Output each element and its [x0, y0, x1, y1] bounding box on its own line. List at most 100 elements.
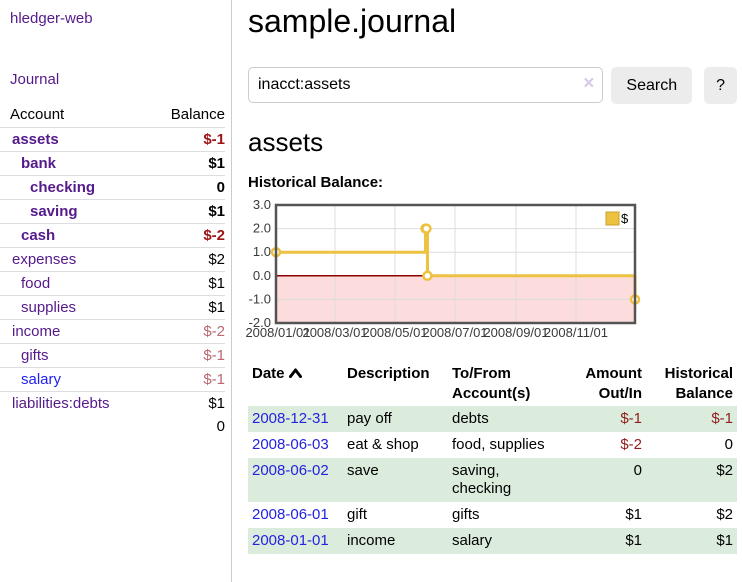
sidebar-account-link[interactable]: expenses [12, 251, 77, 268]
chart-section-label: Historical Balance: [248, 174, 384, 191]
svg-text:-1.0: -1.0 [249, 291, 271, 306]
register-table: Date Description To/From Account(s) Amou… [248, 362, 737, 554]
register-account-name: debts [452, 410, 489, 427]
date-column-header[interactable]: Date [248, 362, 343, 406]
sidebar-item-journal[interactable]: Journal [10, 71, 60, 88]
svg-text:3.0: 3.0 [253, 200, 271, 212]
register-account-name: supplies [489, 436, 545, 453]
register-date-cell: 2008-06-02 [248, 458, 343, 502]
register-balance-cell: 0 [724, 436, 733, 453]
sidebar-account-name-cell: salary [0, 367, 151, 392]
sidebar-account-row: expenses $2 [0, 247, 225, 272]
sidebar-account-name-cell: assets [0, 128, 151, 152]
sidebar-account-balance: $1 [150, 271, 225, 296]
sidebar-account-name-cell: bank [0, 151, 151, 176]
svg-text:-2.0: -2.0 [249, 315, 271, 330]
register-description-cell: pay off [343, 406, 448, 432]
sidebar-account-row: bank $1 [0, 151, 225, 176]
sidebar-account-link[interactable]: assets [12, 131, 59, 148]
sidebar: hledger-web Journal Account Balance asse… [0, 0, 232, 582]
sidebar-account-link[interactable]: food [21, 275, 51, 292]
sidebar-account-name-cell: food [0, 271, 151, 296]
sidebar-account-balance: $1 [150, 151, 225, 176]
balance-column-header-register[interactable]: Historical Balance [664, 365, 733, 402]
sidebar-account-link[interactable]: checking [30, 179, 96, 196]
amount-column-header[interactable]: Amount Out/In [585, 365, 642, 402]
sidebar-total-row: 0 [0, 415, 225, 438]
register-accounts-cell: gifts [448, 502, 560, 528]
total-balance: 0 [216, 418, 225, 435]
register-date-cell: 2008-06-01 [248, 502, 343, 528]
register-amount-cell: 0 [560, 458, 646, 502]
transaction-date-link[interactable]: 2008-06-01 [252, 506, 329, 523]
register-accounts-cell: salary [448, 528, 560, 554]
help-button[interactable]: ? [704, 67, 737, 104]
sidebar-account-balance: $-1 [150, 343, 225, 368]
search-button[interactable]: Search [611, 67, 693, 104]
register-balance-cell: $2 [646, 458, 737, 502]
sidebar-accounts-table: Account Balance assets $-1 bank $1 checking 0… [0, 102, 225, 438]
register-row: 2008-06-01 gift gifts $1 $2 [248, 502, 737, 528]
sidebar-account-balance: $2 [150, 247, 225, 272]
sidebar-account-name-cell: gifts [0, 343, 151, 368]
sidebar-account-row: saving $1 [0, 199, 225, 224]
sidebar-account-row: income $-2 [0, 319, 225, 344]
sidebar-account-balance: $-2 [150, 223, 225, 248]
svg-text:2008/05/01: 2008/05/01 [362, 325, 427, 340]
register-accounts-cell: food, supplies [448, 432, 560, 458]
register-description-cell: eat & shop [347, 436, 419, 453]
sidebar-account-name-cell: checking [0, 175, 151, 200]
sidebar-account-balance: $1 [150, 199, 225, 224]
register-accounts-cell: debts [448, 406, 560, 432]
sidebar-account-row: cash $-2 [0, 223, 225, 248]
transaction-date-link[interactable]: 2008-12-31 [252, 410, 329, 427]
register-row: 2008-06-03 eat & shop food, supplies $-2 0 [248, 432, 737, 458]
page-title: sample.journal [248, 3, 457, 39]
clear-search-icon[interactable]: × [583, 73, 595, 94]
register-description-cell: income [343, 528, 448, 554]
svg-text:$: $ [621, 211, 629, 226]
svg-text:0.0: 0.0 [253, 268, 271, 283]
sidebar-account-link[interactable]: saving [30, 203, 78, 220]
sidebar-account-name-cell: supplies [0, 295, 151, 320]
sidebar-account-link[interactable]: cash [21, 227, 56, 244]
register-description-cell: gift [347, 506, 368, 523]
register-account-name: gifts [452, 506, 480, 523]
register-description-cell: save [343, 458, 448, 502]
transaction-date-link[interactable]: 2008-01-01 [252, 532, 329, 549]
sidebar-account-row: assets $-1 [0, 128, 225, 152]
sidebar-account-link[interactable]: supplies [21, 299, 77, 316]
register-account-name: saving, [452, 462, 500, 479]
sidebar-account-link[interactable]: gifts [21, 347, 49, 364]
sidebar-account-link[interactable]: salary [21, 371, 62, 388]
search-input[interactable] [248, 67, 604, 103]
balance-column-header: Balance [150, 102, 225, 128]
register-date-cell: 2008-01-01 [248, 528, 343, 554]
sidebar-account-balance: $-1 [203, 131, 225, 148]
sidebar-account-link[interactable]: income [12, 323, 61, 340]
register-header-row: Date Description To/From Account(s) Amou… [248, 362, 737, 406]
transaction-date-link[interactable]: 2008-06-03 [252, 436, 329, 453]
sidebar-account-name-cell: cash [0, 223, 151, 248]
register-row: 2008-12-31 pay off debts $-1 $-1 [248, 406, 737, 432]
description-column-header[interactable]: Description [347, 365, 430, 382]
register-row: 2008-06-02 save saving, checking 0 $2 [248, 458, 737, 502]
account-column-header: Account [0, 102, 151, 128]
transaction-date-link[interactable]: 2008-06-02 [252, 462, 329, 479]
register-balance-cell: $2 [716, 506, 733, 523]
svg-text:2008/03/01: 2008/03/01 [302, 325, 367, 340]
sidebar-account-balance: $1 [150, 295, 225, 320]
brand-link[interactable]: hledger-web [10, 10, 93, 27]
accounts-column-header[interactable]: To/From Account(s) [452, 365, 531, 402]
register-date-cell: 2008-06-03 [248, 432, 343, 458]
account-heading: assets [248, 127, 324, 157]
register-balance-cell: $1 [646, 528, 737, 554]
sidebar-account-link[interactable]: liabilities:debts [12, 395, 110, 412]
total-row-spacer [0, 415, 151, 438]
register-account-name: checking [452, 480, 512, 497]
svg-text:2.0: 2.0 [253, 221, 271, 236]
sidebar-account-balance: $1 [150, 391, 225, 415]
register-amount-cell: $-1 [560, 406, 646, 432]
sidebar-account-link[interactable]: bank [21, 155, 57, 172]
